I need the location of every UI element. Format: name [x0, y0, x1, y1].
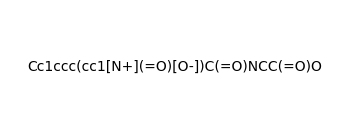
Text: Cc1ccc(cc1[N+](=O)[O-])C(=O)NCC(=O)O: Cc1ccc(cc1[N+](=O)[O-])C(=O)NCC(=O)O: [27, 60, 322, 74]
